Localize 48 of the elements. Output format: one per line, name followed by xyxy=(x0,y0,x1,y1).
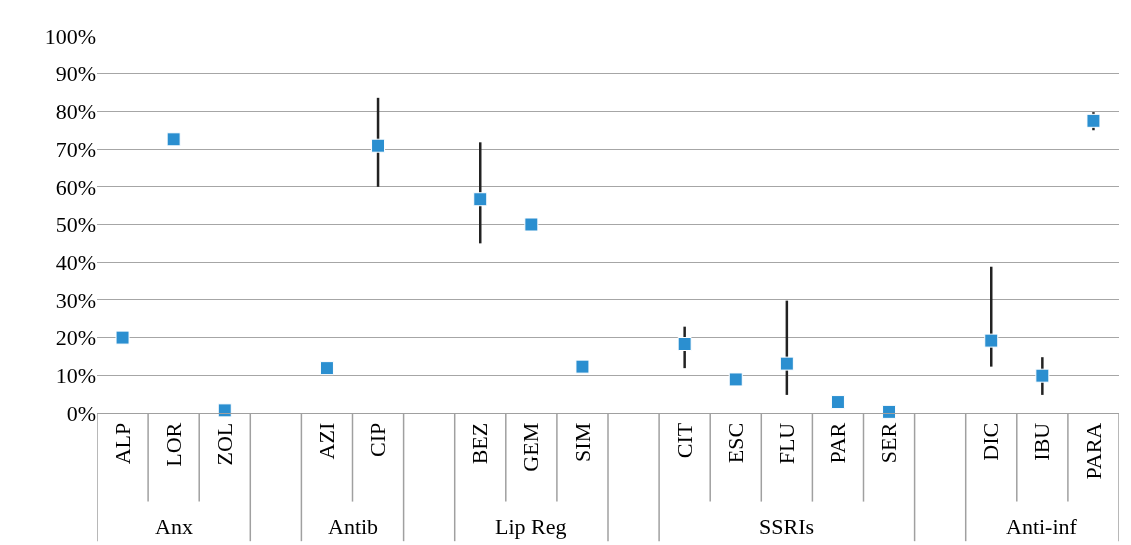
point xyxy=(166,132,181,147)
point xyxy=(115,330,130,345)
y-tick-label: 10% xyxy=(55,363,96,388)
y-tick-label: 100% xyxy=(44,23,96,49)
x-tick-label: SIM xyxy=(569,422,595,462)
x-tick-label: LOR xyxy=(160,422,186,467)
y-tick-label: 50% xyxy=(55,212,96,238)
text: Anti-inf xyxy=(1006,514,1078,539)
x-tick-label: SER xyxy=(876,422,902,464)
point xyxy=(473,192,488,207)
point xyxy=(677,337,692,352)
point xyxy=(217,403,232,418)
point xyxy=(371,138,386,153)
point xyxy=(728,372,743,387)
point xyxy=(779,356,794,371)
point xyxy=(524,217,539,232)
point xyxy=(1035,368,1050,383)
x-tick-label: GEM xyxy=(518,422,544,472)
y-tick-label: 30% xyxy=(55,287,96,313)
x-tick-label: FLU xyxy=(774,422,799,465)
y-tick-label: 20% xyxy=(55,325,96,351)
x-tick-label: ZOL xyxy=(211,422,237,466)
point xyxy=(830,395,845,410)
y-tick-label: 70% xyxy=(55,136,96,162)
x-tick-label: BEZ xyxy=(467,422,493,465)
point xyxy=(984,333,999,348)
y-tick-label: 60% xyxy=(55,174,96,200)
x-tick-label: ESC xyxy=(722,422,748,464)
x-tick-label: CIT xyxy=(671,422,697,459)
point xyxy=(575,359,590,374)
text: Anx xyxy=(155,514,193,539)
text: SSRIs xyxy=(759,514,815,539)
y-tick-label: 90% xyxy=(55,61,96,87)
x-tick-label: PARA xyxy=(1080,422,1106,480)
x-tick-label: ALP xyxy=(109,422,135,465)
point xyxy=(319,361,334,376)
x-tick-label: IBU xyxy=(1029,422,1055,461)
y-tick-label: 40% xyxy=(55,249,96,275)
point xyxy=(1086,113,1101,128)
x-tick-label: PAR xyxy=(825,422,851,464)
y-tick-label: 80% xyxy=(55,99,96,125)
x-tick-label: DIC xyxy=(978,422,1004,461)
text: Antib xyxy=(328,514,379,539)
x-tick-label: CIP xyxy=(365,422,391,458)
text: Lip Reg xyxy=(495,514,567,539)
y-tick-label: 0% xyxy=(66,400,96,426)
x-tick-label: AZI xyxy=(314,422,340,460)
point xyxy=(882,404,897,419)
